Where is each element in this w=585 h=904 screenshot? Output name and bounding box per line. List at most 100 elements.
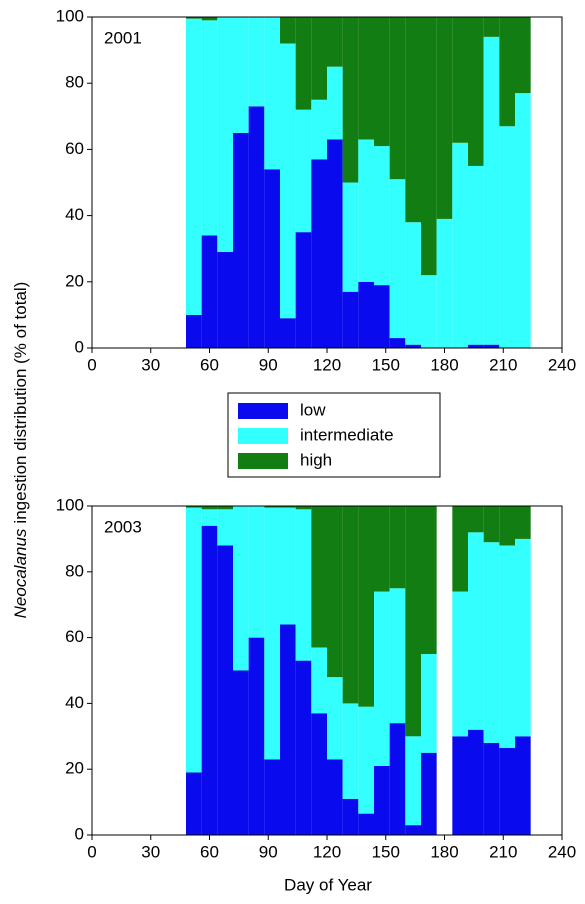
- bar-segment: [499, 506, 515, 546]
- bar-segment: [515, 506, 531, 539]
- bar-segment: [311, 159, 327, 348]
- bar-segment: [468, 729, 484, 835]
- bar-segment: [436, 17, 453, 219]
- x-tick-label: 210: [489, 842, 517, 861]
- bar-segment: [264, 169, 280, 348]
- bar-segment: [295, 17, 312, 110]
- y-axis-label: Neocalanus ingestion distribution (% of t…: [11, 282, 30, 619]
- bar-segment: [405, 825, 421, 835]
- bar-segment: [327, 506, 343, 678]
- bar-segment: [452, 142, 468, 348]
- bar-segment: [405, 506, 421, 737]
- bar-segment: [358, 706, 374, 814]
- y-tick-label: 60: [65, 627, 84, 646]
- bar-segment: [483, 506, 500, 543]
- bar-segment: [342, 17, 359, 183]
- bar-segment: [374, 765, 390, 835]
- x-tick-label: 90: [259, 842, 278, 861]
- bar-segment: [468, 532, 484, 730]
- panel-title: 2001: [104, 28, 142, 47]
- bar-segment: [389, 17, 406, 180]
- y-axis-label-rest: ingestion distribution (% of total): [11, 282, 30, 524]
- x-tick-label: 30: [141, 842, 160, 861]
- bar-segment: [342, 798, 359, 835]
- bar-segment: [264, 507, 280, 760]
- bar-segment: [248, 17, 265, 107]
- bar-segment: [280, 43, 296, 319]
- panel-title: 2003: [104, 517, 142, 536]
- y-tick-label: 80: [65, 73, 84, 92]
- bar-segment: [421, 654, 437, 753]
- bar-segment: [452, 17, 468, 143]
- bar-segment: [389, 179, 406, 339]
- bar-segment: [389, 338, 406, 348]
- bar-segment: [499, 545, 515, 748]
- bar-segment: [201, 20, 218, 236]
- x-tick-label: 30: [141, 355, 160, 374]
- bar-segment: [515, 538, 531, 737]
- bar-segment: [468, 165, 484, 345]
- bar-segment: [327, 17, 343, 67]
- bar-segment: [515, 736, 531, 835]
- y-tick-label: 100: [56, 6, 84, 25]
- bar-segment: [358, 813, 374, 835]
- x-tick-label: 210: [489, 355, 517, 374]
- bar-segment: [405, 344, 421, 348]
- bar-segment: [483, 17, 500, 37]
- bar-segment: [186, 18, 202, 315]
- bar-segment: [248, 637, 265, 835]
- bar-segment: [217, 252, 233, 348]
- legend-swatch: [238, 453, 288, 469]
- bar-segment: [342, 703, 359, 799]
- bar-segment: [499, 747, 515, 835]
- bar-segment: [311, 506, 327, 648]
- bar-segment: [483, 542, 500, 743]
- bar-segment: [233, 132, 249, 348]
- legend-label: high: [300, 450, 332, 469]
- x-tick-label: 60: [200, 842, 219, 861]
- bar-segment: [452, 591, 468, 737]
- bar-segment: [374, 146, 390, 286]
- x-tick-label: 150: [372, 842, 400, 861]
- bar-segment: [280, 506, 296, 508]
- bar-segment: [186, 772, 202, 835]
- bar-segment: [264, 17, 280, 170]
- bar-segment: [201, 235, 218, 348]
- bar-segment: [374, 506, 390, 592]
- bar-segment: [389, 723, 406, 835]
- bar-segment: [233, 670, 249, 835]
- bar-segment: [358, 281, 374, 348]
- legend-box: [227, 392, 441, 478]
- bar-segment: [374, 17, 390, 147]
- bar-segment: [295, 509, 312, 661]
- bar-segment: [295, 506, 312, 510]
- bar-segment: [186, 314, 202, 348]
- bar-segment: [327, 139, 343, 348]
- bar-segment: [233, 506, 249, 671]
- bar-segment: [217, 506, 233, 510]
- bar-segment: [421, 752, 437, 835]
- y-tick-label: 40: [65, 205, 84, 224]
- x-tick-label: 180: [430, 355, 458, 374]
- bar-segment: [264, 506, 280, 508]
- bar-segment: [421, 506, 437, 655]
- bar-segment: [374, 285, 390, 348]
- bar-segment: [483, 36, 500, 345]
- x-tick-label: 180: [430, 842, 458, 861]
- bar-segment: [468, 506, 484, 533]
- x-axis-label: Day of Year: [284, 875, 372, 894]
- bar-segment: [342, 182, 359, 292]
- bar-segment: [515, 17, 531, 94]
- y-tick-label: 40: [65, 693, 84, 712]
- bar-segment: [248, 106, 265, 349]
- bar-segment: [342, 506, 359, 704]
- x-tick-label: 0: [87, 355, 96, 374]
- bar-segment: [201, 17, 218, 21]
- bar-segment: [311, 17, 327, 100]
- bar-segment: [248, 506, 265, 638]
- bar-segment: [264, 759, 280, 835]
- bar-segment: [295, 660, 312, 835]
- y-tick-label: 100: [56, 495, 84, 514]
- x-tick-label: 90: [259, 355, 278, 374]
